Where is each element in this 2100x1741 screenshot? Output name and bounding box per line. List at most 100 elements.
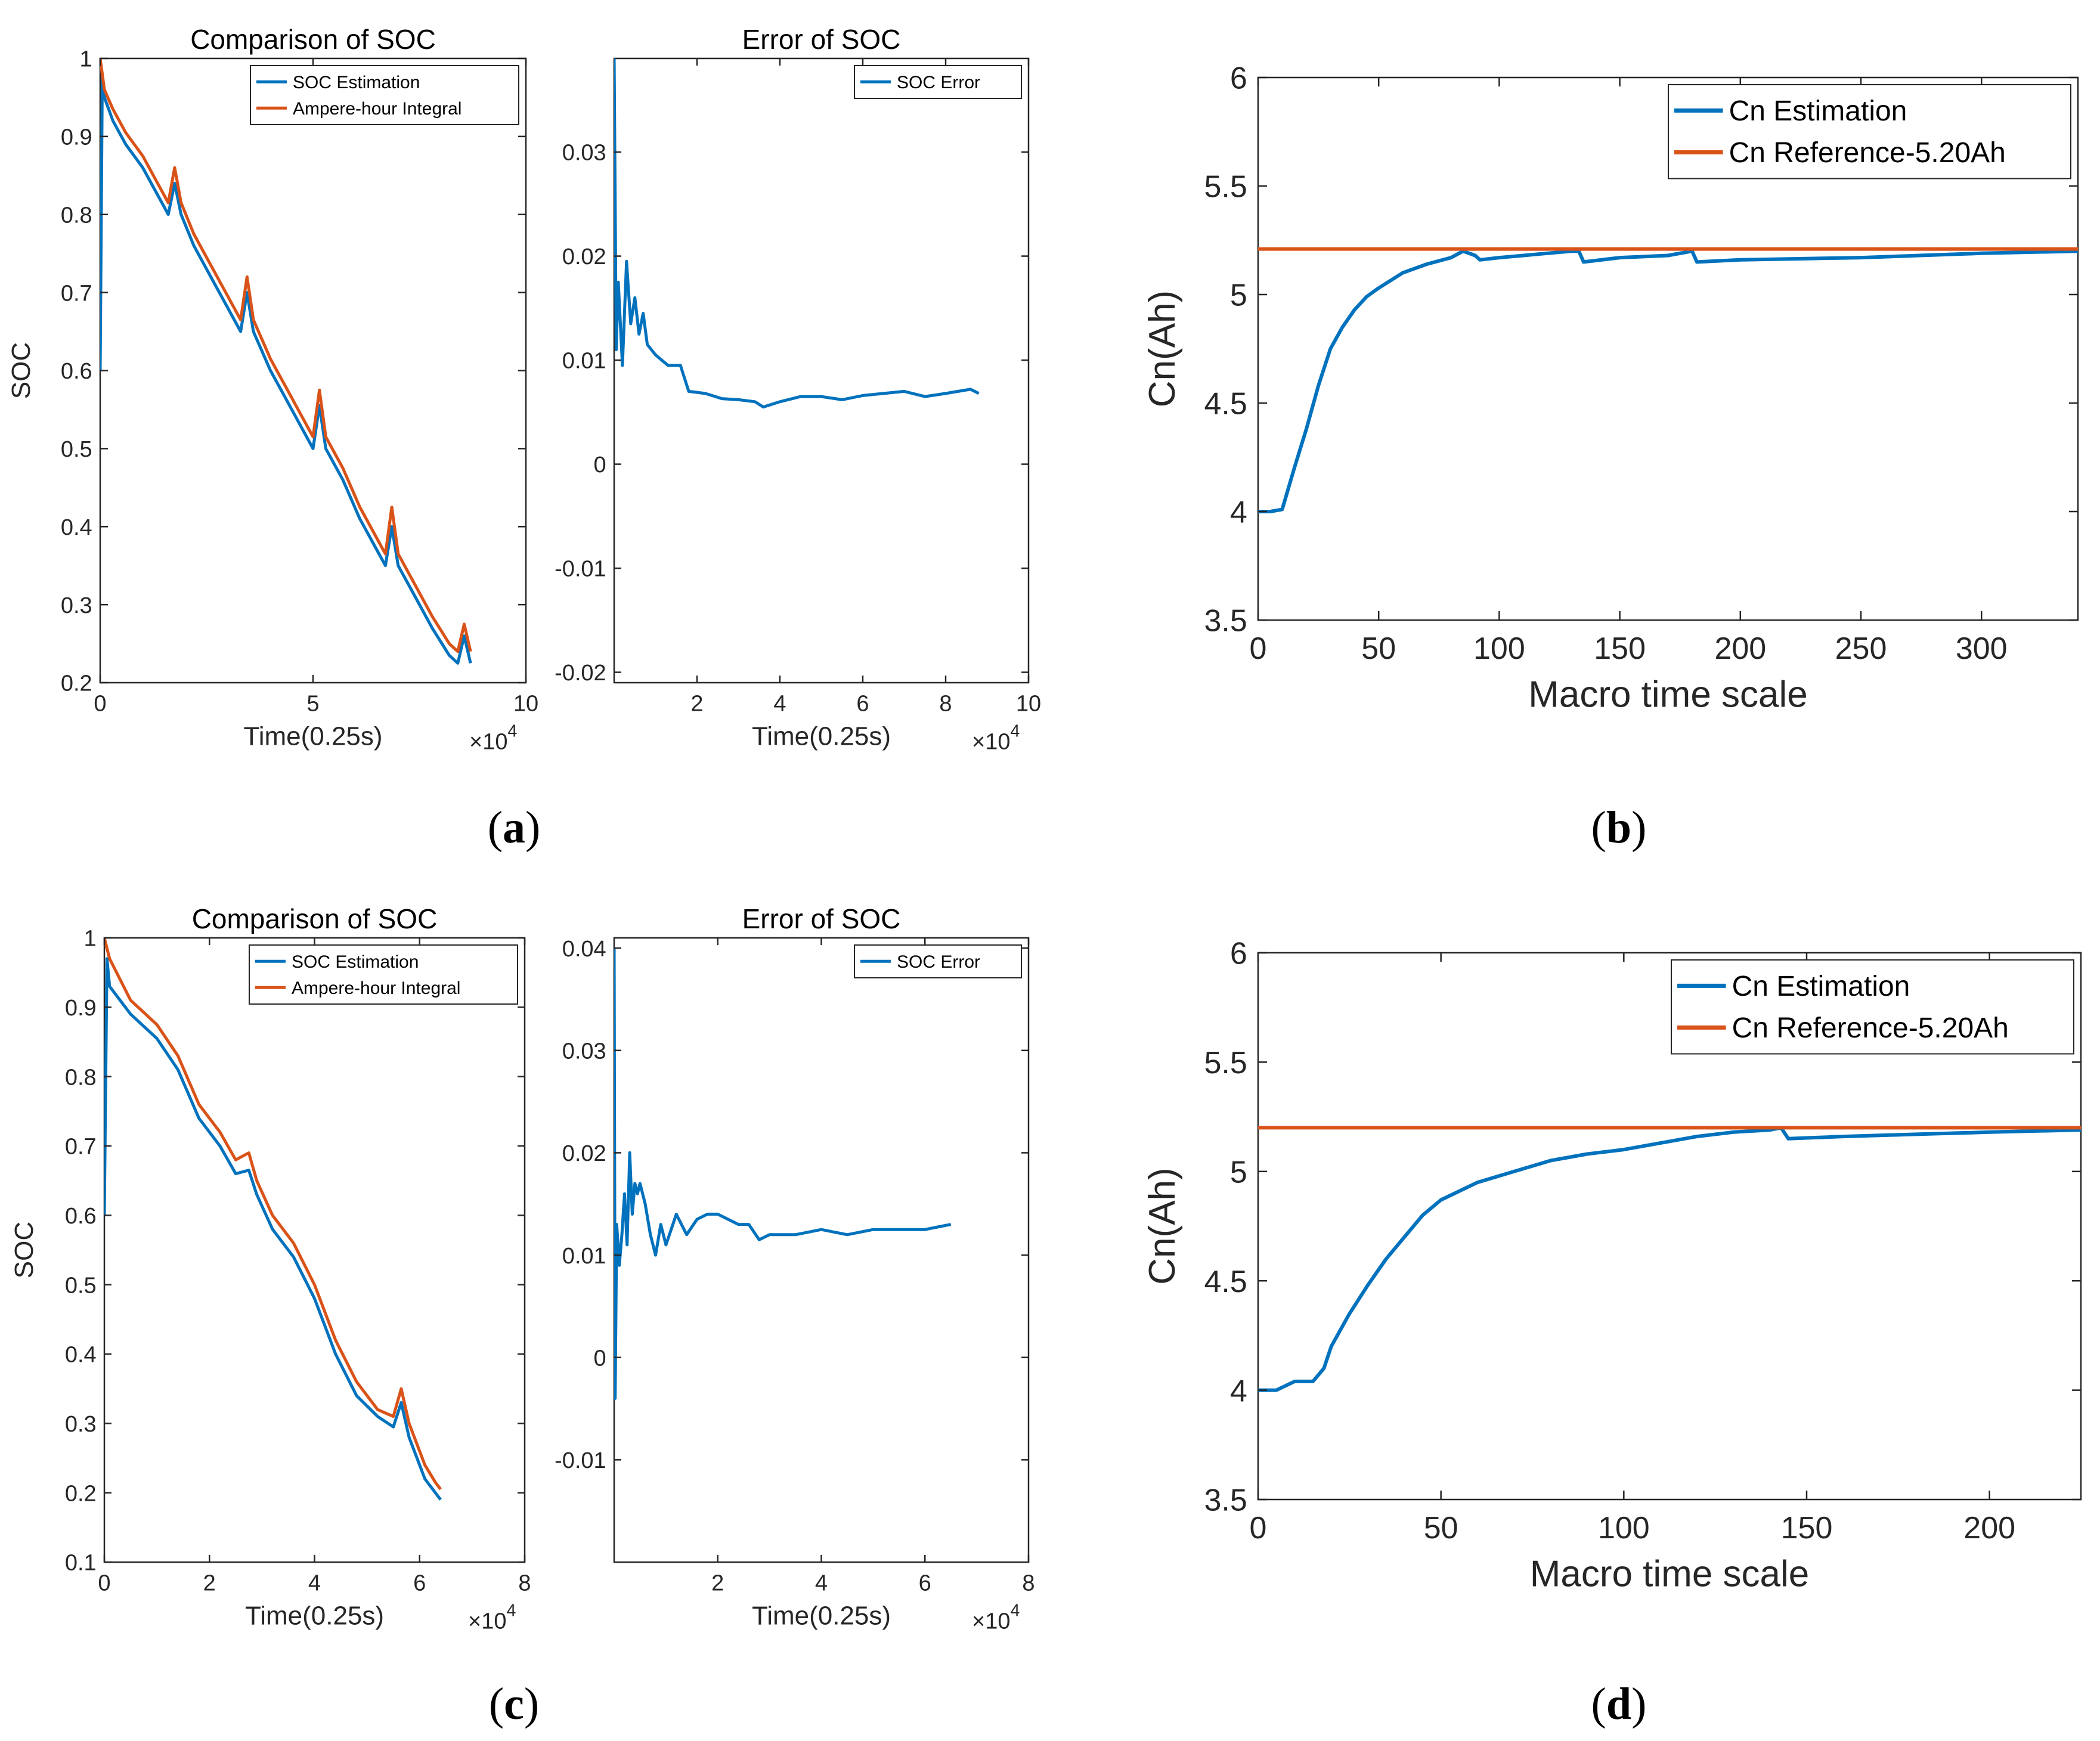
x-exponent-label: ×104 (972, 721, 1020, 754)
y-tick-label: 0.2 (65, 1481, 97, 1506)
y-tick-label: 3.5 (1204, 604, 1247, 639)
plot-area (99, 57, 527, 684)
legend: SOC Estimation Ampere-hour Integral (250, 65, 519, 125)
x-tick-label: 6 (413, 1571, 426, 1596)
x-tick-label: 8 (939, 692, 952, 717)
y-tick-label: 3.5 (1204, 1483, 1247, 1518)
x-axis-label: Macro time scale (1530, 1554, 1810, 1595)
legend: SOC Error (854, 65, 1022, 99)
chart-b-capacity: 0 50 100 150 200 250 300 3.5 4 4.5 5 5.5 6 Macro time… (1142, 61, 2079, 715)
x-exponent-label: ×104 (469, 721, 517, 754)
y-tick-label: 0 (594, 453, 606, 478)
legend-entry-label: Cn Reference-5.20Ah (1729, 137, 2006, 169)
legend-entry-label: Ampere-hour Integral (292, 978, 460, 998)
x-tick-label: 6 (856, 692, 869, 717)
y-tick-label: 1 (80, 47, 92, 72)
x-tick-label: 0 (1250, 631, 1267, 666)
x-exponent-value: 4 (1010, 721, 1020, 741)
y-tick-label: 0.3 (65, 1412, 97, 1437)
y-tick-label: 6 (1230, 937, 1247, 971)
x-tick-label: 250 (1835, 631, 1887, 666)
y-tick-label: -0.02 (555, 661, 606, 686)
legend-entry-label: Cn Estimation (1729, 95, 1907, 127)
y-axis-label: Cn(Ah) (1142, 1167, 1183, 1284)
x-tick-label: 100 (1473, 631, 1525, 666)
y-axis-label: Cn(Ah) (1142, 290, 1183, 407)
x-axis-label: Time(0.25s) (245, 1601, 384, 1631)
x-tick-label: 150 (1781, 1511, 1833, 1545)
x-axis-label: Macro time scale (1528, 674, 1808, 715)
legend: Cn Estimation Cn Reference-5.20Ah (1671, 959, 2074, 1055)
panel-label-b: (b) (1591, 803, 1647, 853)
x-tick-label: 200 (1714, 631, 1766, 666)
y-tick-label: 0.02 (562, 1141, 606, 1166)
y-tick-label: 4.5 (1204, 387, 1247, 422)
plot-area (613, 57, 1030, 684)
legend-entry-label: Cn Estimation (1732, 971, 1910, 1002)
y-tick-label: 0.7 (65, 1135, 97, 1160)
chart-d-capacity: 0 50 100 150 200 3.5 4 4.5 5 5.5 6 Macro time scale… (1142, 937, 2082, 1595)
y-axis-label: SOC (10, 1222, 39, 1278)
x-tick-label: 4 (773, 692, 786, 717)
y-tick-label: 0.6 (61, 359, 92, 384)
x-axis-label: Time(0.25s) (243, 722, 382, 751)
legend-entry-label: Cn Reference-5.20Ah (1732, 1012, 2009, 1044)
y-tick-label: -0.01 (555, 1448, 606, 1473)
y-tick-label: -0.01 (555, 557, 606, 582)
y-tick-label: 0.04 (562, 937, 606, 962)
y-tick-label: 0.5 (61, 437, 92, 462)
y-tick-label: 0.4 (65, 1343, 97, 1368)
x-tick-label: 2 (690, 692, 703, 717)
y-tick-label: 0.6 (65, 1204, 97, 1229)
y-tick-label: 6 (1230, 61, 1247, 96)
legend-entry-label: SOC Estimation (292, 952, 419, 972)
x-tick-label: 300 (1956, 631, 2008, 666)
y-tick-label: 0.01 (562, 349, 606, 374)
chart-a-comparison: 0 5 10 0.2 0.3 0.4 0.5 0.6 0.7 0.8 0.9 1 Comparison … (7, 24, 538, 754)
x-tick-label: 0 (1250, 1511, 1267, 1545)
y-tick-label: 0.9 (61, 125, 92, 150)
x-tick-label: 6 (919, 1571, 931, 1596)
series-line-2 (104, 938, 442, 1491)
legend-box (1671, 959, 2074, 1055)
x-exponent-value: 4 (1010, 1601, 1020, 1620)
series-line-1 (614, 58, 980, 409)
legend: SOC Estimation Ampere-hour Integral (249, 944, 518, 1005)
y-tick-label: 0.9 (65, 996, 97, 1021)
series-line-1 (100, 72, 472, 665)
x-tick-label: 200 (1963, 1511, 2015, 1545)
x-tick-label: 10 (1016, 692, 1041, 717)
legend-box (249, 944, 518, 1005)
x-tick-label: 150 (1594, 631, 1646, 666)
x-tick-label: 8 (1022, 1571, 1034, 1596)
x-exponent-value: 4 (507, 721, 517, 741)
series-line-1 (104, 957, 442, 1501)
x-tick-label: 0 (94, 692, 106, 717)
chart-title: Comparison of SOC (190, 24, 436, 55)
x-tick-label: 4 (815, 1571, 828, 1596)
y-tick-label: 0.2 (61, 671, 92, 696)
panel-label-c: (c) (488, 1679, 540, 1729)
x-tick-label: 2 (711, 1571, 724, 1596)
chart-c-error: 2 4 6 8 -0.01 0 0.01 0.02 0.03 0.04 Error of SOC Ti… (555, 903, 1034, 1634)
panel-label-d: (d) (1591, 1679, 1647, 1729)
series-line-1 (1258, 1126, 2081, 1392)
y-tick-label: 4.5 (1204, 1265, 1247, 1299)
series-line-1 (1258, 249, 2078, 513)
chart-c-comparison: 0 2 4 6 8 0.1 0.2 0.3 0.4 0.5 0.6 0.7 0.8 0.9 1 Compari… (10, 903, 531, 1634)
legend-box (1668, 84, 2071, 179)
x-exponent-value: 4 (506, 1601, 516, 1620)
y-tick-label: 0.1 (65, 1551, 97, 1576)
y-tick-label: 5.5 (1204, 1046, 1247, 1080)
y-axis-label: SOC (7, 342, 36, 399)
legend: SOC Error (854, 944, 1022, 978)
legend-box (250, 65, 519, 125)
y-tick-label: 0.8 (65, 1065, 97, 1090)
y-tick-label: 0 (594, 1346, 606, 1371)
x-tick-label: 10 (513, 692, 538, 717)
y-tick-label: 1 (84, 927, 97, 952)
x-tick-label: 100 (1598, 1511, 1650, 1545)
legend-entry-label: SOC Estimation (293, 73, 420, 92)
